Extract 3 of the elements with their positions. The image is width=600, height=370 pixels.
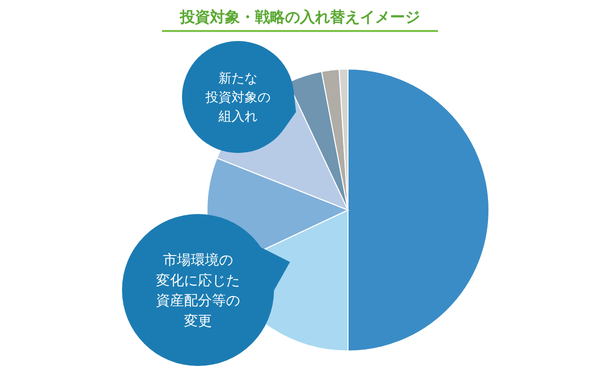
- callout: 市場環境の変化に応じた資産配分等の変更: [122, 214, 290, 366]
- callout: 新たな投資対象の組入れ: [182, 41, 296, 153]
- chart-title: 投資対象・戦略の入れ替えイメージ: [179, 8, 420, 26]
